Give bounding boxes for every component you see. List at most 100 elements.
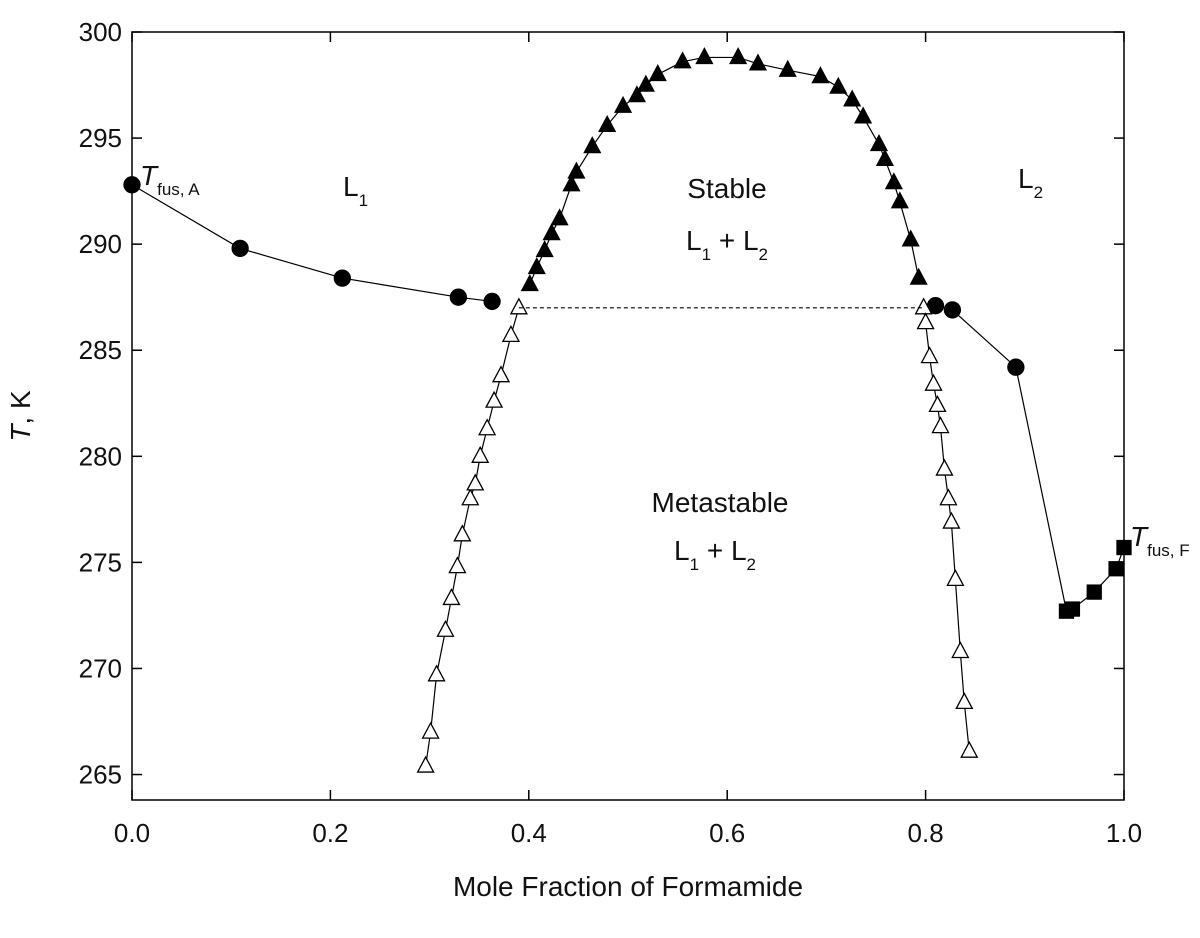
text-run: T (5, 423, 36, 442)
point-triangle (854, 106, 873, 124)
point-triangle (453, 524, 472, 542)
point-triangle (942, 511, 961, 529)
series-line (935, 305, 1125, 612)
point-triangle (914, 297, 933, 315)
y-tick-label: 270 (79, 653, 122, 683)
point-triangle (875, 148, 895, 166)
point-triangle (931, 416, 950, 434)
text-run: 1 (359, 191, 368, 210)
x-axis-label: Mole Fraction of Formamide (453, 871, 803, 902)
annotation: L1 (343, 171, 368, 210)
point-triangle (951, 641, 970, 659)
point-circle (483, 292, 501, 311)
text-run: 1 (702, 245, 711, 264)
point-circle (943, 301, 962, 319)
point-circle (449, 288, 468, 306)
text-run: L (1018, 163, 1034, 194)
point-triangle (920, 346, 939, 364)
point-triangle (909, 267, 928, 285)
point-triangle (567, 161, 586, 179)
point-triangle (416, 755, 435, 773)
point-triangle (960, 740, 979, 758)
point-triangle (461, 488, 480, 506)
point-triangle (928, 395, 947, 413)
text-run: , K (5, 390, 36, 425)
point-triangle (935, 458, 954, 476)
text-run: Metastable (652, 487, 789, 518)
point-triangle (520, 274, 539, 292)
point-triangle (843, 89, 862, 107)
y-axis-label: T, K (5, 390, 36, 442)
point-triangle (562, 174, 581, 192)
x-tick-label: 0.0 (114, 818, 150, 848)
point-triangle (811, 66, 830, 84)
point-square (1108, 561, 1124, 577)
text-run: T (140, 160, 159, 191)
point-triangle (535, 240, 554, 258)
point-triangle (890, 191, 909, 209)
point-square (1064, 601, 1081, 617)
point-triangle (471, 445, 490, 463)
point-triangle (466, 473, 485, 491)
annotation: Metastable (652, 487, 789, 518)
text-run: + L (711, 225, 758, 256)
point-triangle (673, 51, 692, 69)
point-triangle (729, 47, 748, 65)
text-run: L (674, 535, 690, 566)
annotation: Tfus, F (1130, 521, 1190, 560)
point-triangle (778, 59, 797, 77)
text-run: 2 (747, 555, 756, 574)
text-run: Stable (687, 173, 766, 204)
point-circle (123, 176, 141, 194)
point-triangle (869, 134, 889, 152)
point-triangle (509, 297, 528, 315)
annotation: L2 (1018, 163, 1043, 202)
series-line (923, 307, 970, 752)
point-triangle (648, 64, 667, 82)
series-line (131, 184, 493, 303)
point-triangle (627, 85, 647, 103)
point-triangle (448, 556, 467, 574)
point-triangle (613, 95, 633, 113)
text-run: fus, F (1147, 541, 1190, 560)
annotation: Tfus, A (140, 160, 200, 199)
point-triangle (695, 47, 714, 65)
point-triangle (955, 692, 974, 710)
point-triangle (598, 114, 617, 132)
point-triangle (442, 588, 461, 606)
point-triangle (484, 390, 504, 408)
point-triangle (542, 223, 561, 241)
x-tick-label: 0.4 (511, 818, 547, 848)
point-triangle (583, 136, 602, 154)
series-line (529, 56, 920, 285)
x-tick-label: 1.0 (1106, 818, 1142, 848)
y-tick-label: 290 (79, 229, 122, 259)
point-triangle (636, 74, 655, 92)
y-tick-label: 295 (79, 123, 122, 153)
y-tick-label: 280 (79, 441, 122, 471)
point-circle (231, 239, 249, 258)
text-run: + L (699, 535, 746, 566)
x-tick-label: 0.2 (312, 818, 348, 848)
text-run: fus, A (157, 180, 200, 199)
text-run: L (686, 225, 702, 256)
x-tick-label: 0.6 (709, 818, 745, 848)
point-circle (333, 269, 351, 287)
x-tick-label: 0.8 (908, 818, 944, 848)
point-triangle (491, 365, 511, 383)
text-run: 1 (690, 555, 699, 574)
point-triangle (501, 324, 521, 343)
point-triangle (946, 568, 965, 587)
y-tick-label: 300 (79, 17, 122, 47)
point-triangle (901, 229, 920, 247)
point-square (1086, 584, 1102, 600)
text-run: T (1130, 521, 1149, 552)
point-triangle (748, 53, 768, 71)
point-square (1116, 539, 1132, 556)
text-run: L (343, 171, 359, 202)
annotation: L1 + L2 (674, 535, 756, 574)
annotation: L1 + L2 (686, 225, 768, 264)
point-triangle (829, 76, 848, 94)
y-tick-label: 275 (79, 547, 122, 577)
